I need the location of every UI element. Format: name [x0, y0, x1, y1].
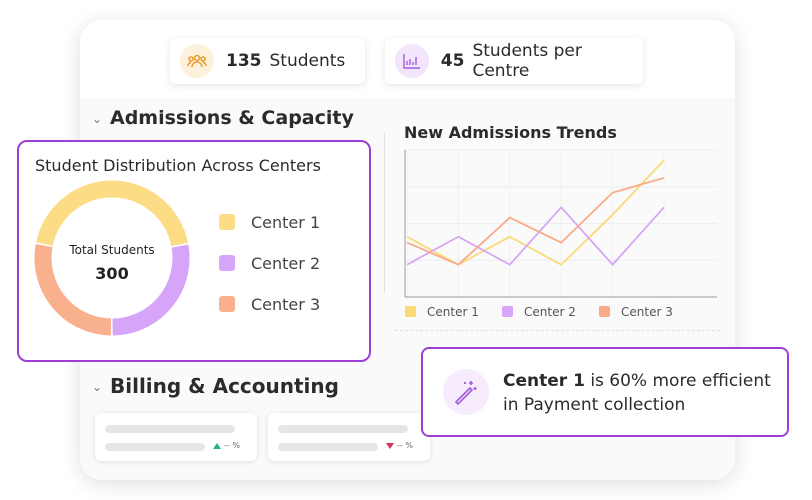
- series-line: [406, 159, 665, 266]
- placeholder-bar: [105, 425, 235, 433]
- change-label: -- %: [224, 441, 240, 450]
- insight-text: Center 1 is 60% more efficient in Paymen…: [503, 369, 778, 417]
- legend-swatch: [599, 306, 610, 317]
- change-label: -- %: [397, 441, 413, 450]
- stat-pill: 135 Students: [170, 38, 365, 84]
- legend-label: Center 2: [524, 305, 576, 319]
- change-arrow: [386, 442, 394, 449]
- legend-label: Center 3: [621, 305, 673, 319]
- chevron[interactable]: ⌄: [92, 112, 103, 126]
- section-title[interactable]: Billing & Accounting: [110, 374, 339, 398]
- magic-icon: [443, 369, 489, 415]
- divider: [384, 133, 385, 293]
- placeholder-bar: [278, 443, 378, 451]
- stat-label: Students: [269, 51, 346, 71]
- billing-card: -- %: [268, 413, 430, 461]
- legend-swatch: [405, 306, 416, 317]
- series-line: [406, 177, 665, 266]
- insight-card: Center 1 is 60% more efficient in Paymen…: [421, 347, 789, 437]
- placeholder-bar: [105, 443, 205, 451]
- stat-value: 45: [440, 51, 465, 71]
- section-title[interactable]: Admissions & Capacity: [110, 107, 354, 129]
- stat-value: 135: [226, 51, 262, 71]
- card-title: Student Distribution Across Centers: [35, 156, 321, 175]
- students-icon: [180, 44, 214, 78]
- change: -- %: [386, 441, 413, 450]
- insight-body: is 60% more efficient in Payment collect…: [503, 371, 771, 415]
- stat-pill: 45 Students per Centre: [385, 38, 643, 84]
- centre-icon: [395, 44, 429, 78]
- billing-card: -- %: [95, 413, 257, 461]
- legend-label: Center 1: [427, 305, 479, 319]
- change: -- %: [213, 441, 240, 450]
- chevron[interactable]: ⌄: [92, 380, 103, 394]
- chart-title: New Admissions Trends: [404, 123, 617, 142]
- insight-highlight: Center 1: [503, 371, 585, 391]
- series-line: [406, 205, 665, 267]
- divider: [395, 330, 720, 331]
- change-arrow: [213, 442, 221, 449]
- stat-label: Students per Centre: [472, 41, 582, 81]
- placeholder-bar: [278, 425, 408, 433]
- legend-swatch: [502, 306, 513, 317]
